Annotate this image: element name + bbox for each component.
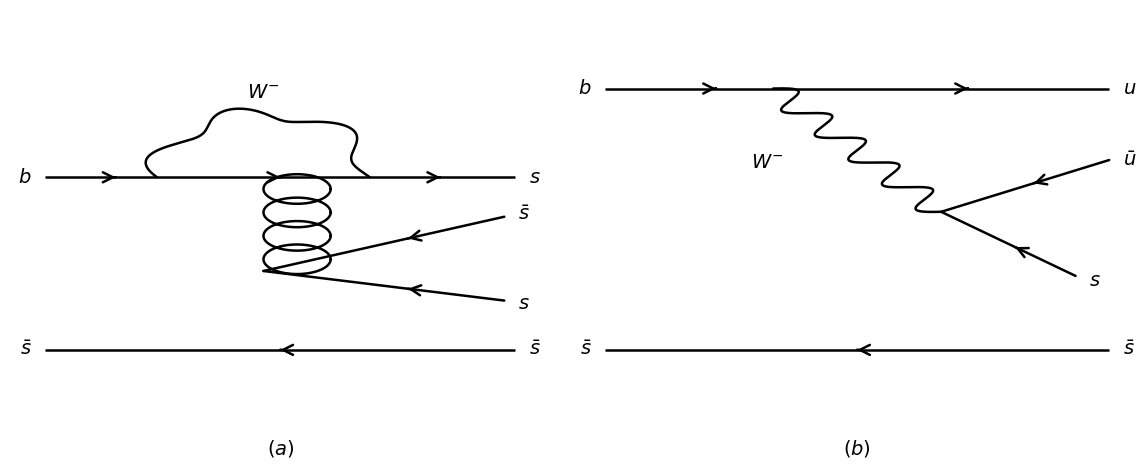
- Text: $(b)$: $(b)$: [844, 438, 871, 459]
- Text: $u$: $u$: [1122, 79, 1136, 98]
- Text: $\bar{s}$: $\bar{s}$: [1122, 340, 1134, 359]
- Text: $\bar{u}$: $\bar{u}$: [1122, 151, 1136, 169]
- Text: $W^{-}$: $W^{-}$: [247, 83, 280, 102]
- Text: $\bar{s}$: $\bar{s}$: [19, 340, 32, 359]
- Text: $\bar{s}$: $\bar{s}$: [529, 340, 541, 359]
- Text: $b$: $b$: [18, 168, 32, 187]
- Text: $\bar{s}$: $\bar{s}$: [518, 205, 529, 224]
- Text: $\bar{s}$: $\bar{s}$: [580, 340, 592, 359]
- Text: $s$: $s$: [529, 168, 541, 187]
- Text: $(a)$: $(a)$: [266, 438, 294, 459]
- Text: $b$: $b$: [578, 79, 592, 98]
- Text: $s$: $s$: [518, 293, 529, 313]
- Text: $W^{-}$: $W^{-}$: [751, 153, 783, 172]
- Text: $s$: $s$: [1089, 271, 1101, 290]
